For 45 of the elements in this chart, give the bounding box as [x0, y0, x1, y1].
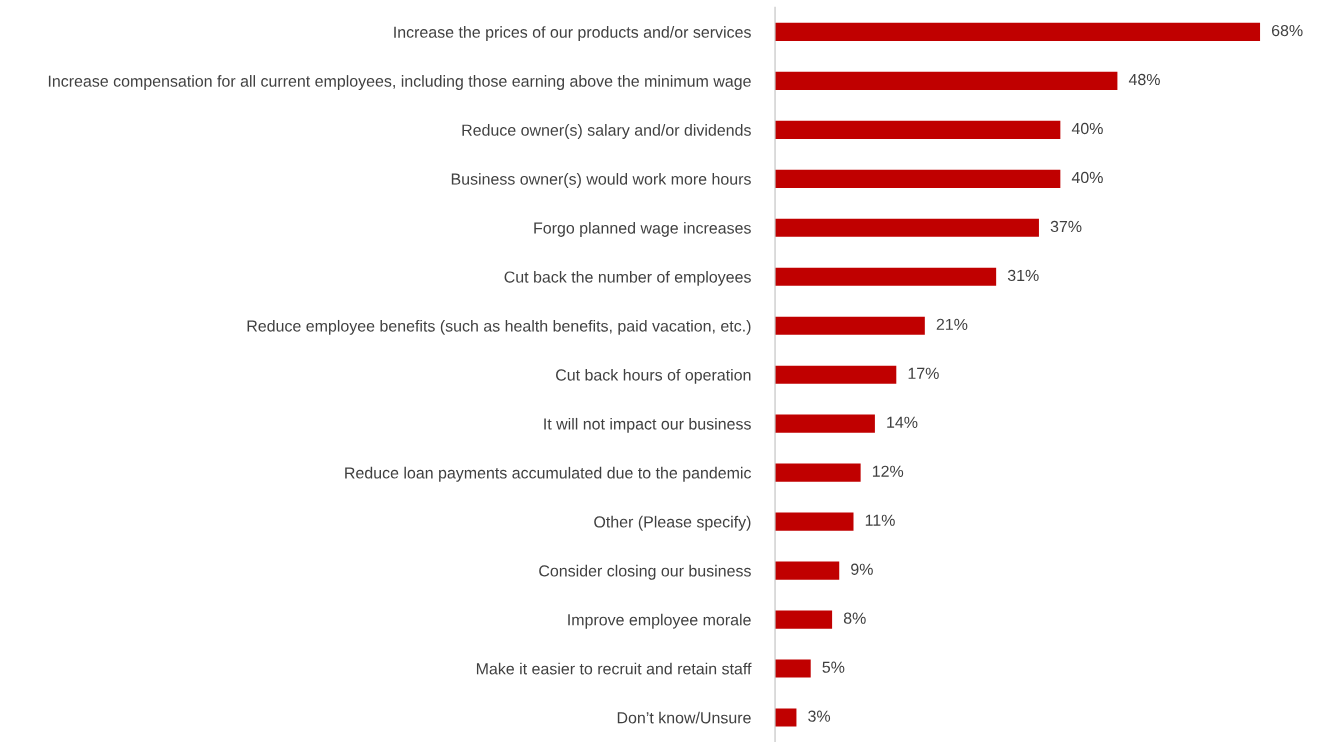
- data-label: 37%: [1050, 220, 1082, 233]
- data-label: 5%: [822, 661, 845, 673]
- bar: [775, 659, 811, 678]
- bar: [775, 414, 875, 433]
- data-label: 48%: [1128, 73, 1160, 86]
- bar: [775, 22, 1261, 41]
- y-tick-label: Cut back the number of employees: [504, 270, 751, 286]
- bar: [775, 463, 861, 482]
- data-label: 12%: [872, 465, 904, 477]
- bar: [775, 218, 1039, 237]
- y-tick-label: Increase compensation for all current employees, including those earning above the minimum wage: [48, 75, 751, 90]
- data-label: 40%: [1071, 171, 1103, 184]
- y-tick-label: Reduce owner(s) salary and/or dividends: [462, 124, 751, 139]
- y-tick-label: Improve employee morale: [568, 613, 751, 629]
- data-label: 11%: [865, 514, 895, 526]
- bar: [775, 561, 840, 580]
- data-label: 8%: [843, 612, 866, 624]
- bar: [775, 169, 1061, 188]
- bar: [775, 316, 925, 335]
- bar: [775, 512, 854, 531]
- y-tick-label: Reduce employee benefits (such as health benefits, paid vacation, etc.): [247, 319, 751, 335]
- y-tick-label: Make it easier to recruit and retain staff: [476, 662, 752, 675]
- bar: [775, 71, 1118, 90]
- y-tick-label: Consider closing our business: [539, 564, 751, 580]
- data-label: 3%: [808, 710, 831, 722]
- bar: [775, 610, 833, 629]
- y-tick-label: It will not impact our business: [544, 417, 751, 433]
- y-tick-label: Business owner(s) would work more hours: [451, 173, 751, 188]
- y-tick-label: Don’t know/Unsure: [617, 711, 751, 724]
- y-tick-label: Reduce loan payments accumulated due to the pandemic: [345, 466, 752, 482]
- data-label: 14%: [887, 416, 918, 428]
- y-tick-label: Cut back hours of operation: [556, 368, 751, 384]
- bar: [775, 267, 997, 286]
- y-tick-label: Forgo planned wage increases: [534, 222, 751, 237]
- y-tick-label: Other (Please specify): [594, 515, 751, 531]
- data-label: 40%: [1071, 122, 1103, 135]
- bar: [775, 708, 797, 727]
- y-tick-label: Increase the prices of our products and/or services: [394, 26, 751, 42]
- data-label: 31%: [1007, 269, 1039, 282]
- bar: [775, 365, 897, 384]
- data-label: 9%: [851, 563, 873, 575]
- data-label: 17%: [908, 367, 939, 379]
- data-label: 21%: [936, 318, 968, 330]
- data-label: 68%: [1271, 24, 1303, 37]
- bar: [775, 120, 1061, 139]
